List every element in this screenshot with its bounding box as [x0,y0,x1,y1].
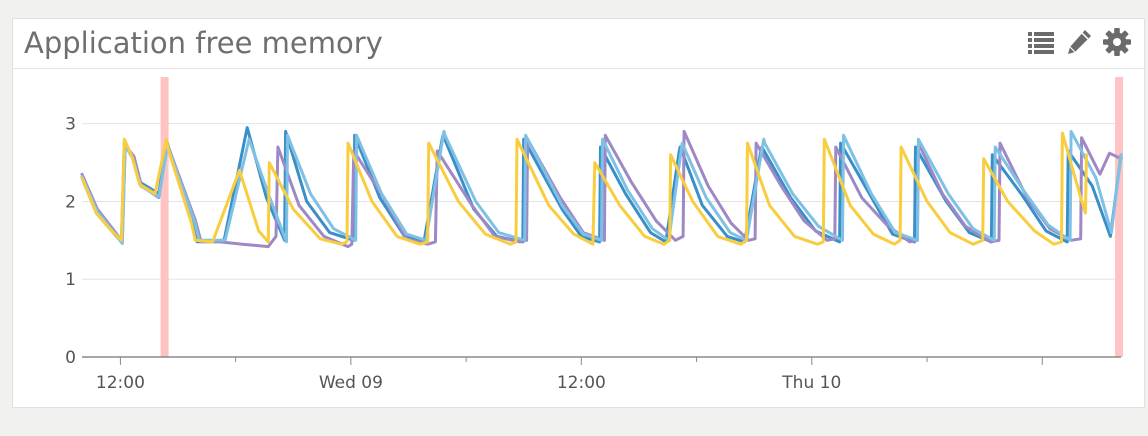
event-marker [160,77,169,357]
x-tick-label: 12:00 [96,373,145,393]
chart-area: 12:00 Wed 09 12:00 Thu 10 0 1 2 3 [13,69,1144,407]
y-tick-label: 1 [65,270,76,290]
series-lines [80,126,1123,249]
list-icon[interactable] [1026,27,1056,57]
x-tick-label: 12:00 [557,373,606,393]
y-tick-label: 3 [65,115,76,135]
x-axis: 12:00 Wed 09 12:00 Thu 10 [82,356,1121,393]
y-axis: 0 1 2 3 [65,115,76,368]
panel-title: Application free memory [24,26,383,60]
y-tick-label: 0 [65,348,76,368]
event-marker [1115,77,1124,357]
series-line-4 [80,131,1088,246]
chart-panel: Application free memory [12,18,1145,408]
y-tick-label: 2 [65,192,76,212]
x-tick-label: Thu 10 [781,373,841,393]
panel-header: Application free memory [13,19,1144,69]
pencil-icon[interactable] [1064,27,1094,57]
gear-icon[interactable] [1102,27,1132,57]
event-markers [160,77,1124,357]
line-chart: 12:00 Wed 09 12:00 Thu 10 0 1 2 3 [65,77,1124,393]
x-tick-label: Wed 09 [319,373,383,393]
series-line-3 [80,129,1123,245]
panel-toolbar [1026,27,1132,57]
